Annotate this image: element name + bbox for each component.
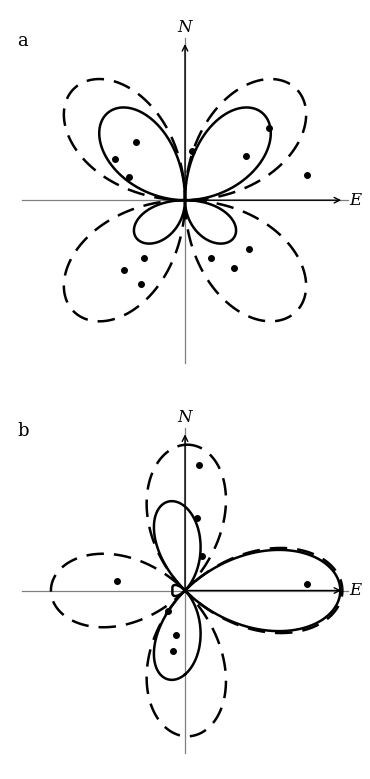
Text: N: N: [178, 19, 192, 36]
Text: a: a: [17, 32, 28, 50]
Text: E: E: [349, 192, 361, 209]
Text: E: E: [349, 582, 361, 599]
Text: N: N: [178, 409, 192, 426]
Text: b: b: [17, 422, 28, 440]
